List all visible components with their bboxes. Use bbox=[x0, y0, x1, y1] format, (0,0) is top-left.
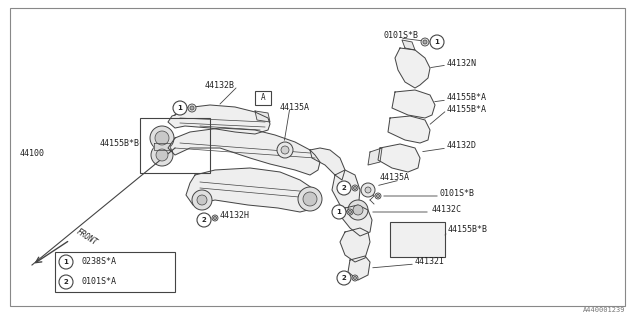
Circle shape bbox=[155, 131, 169, 145]
Text: 44155B*A: 44155B*A bbox=[447, 105, 487, 114]
Polygon shape bbox=[378, 144, 420, 172]
Circle shape bbox=[197, 213, 211, 227]
Text: FRONT: FRONT bbox=[75, 227, 99, 247]
Bar bbox=[55, 252, 175, 292]
Text: 44132N: 44132N bbox=[447, 59, 477, 68]
Circle shape bbox=[421, 38, 429, 46]
Circle shape bbox=[190, 106, 194, 110]
Polygon shape bbox=[340, 228, 370, 262]
Circle shape bbox=[352, 275, 358, 281]
Text: 0101S*B: 0101S*B bbox=[383, 31, 418, 41]
Polygon shape bbox=[332, 170, 360, 215]
Text: 0101S*B: 0101S*B bbox=[440, 189, 475, 198]
Text: 1: 1 bbox=[337, 209, 341, 215]
Circle shape bbox=[337, 271, 351, 285]
Circle shape bbox=[277, 142, 293, 158]
Text: 0101S*A: 0101S*A bbox=[82, 277, 117, 286]
Circle shape bbox=[197, 195, 207, 205]
Circle shape bbox=[352, 185, 358, 191]
Text: 44155B*B: 44155B*B bbox=[100, 139, 140, 148]
Circle shape bbox=[298, 187, 322, 211]
Circle shape bbox=[59, 255, 73, 269]
Bar bbox=[140, 118, 210, 173]
Polygon shape bbox=[368, 148, 382, 165]
Text: 1: 1 bbox=[63, 259, 68, 265]
Circle shape bbox=[376, 195, 380, 197]
Polygon shape bbox=[402, 40, 415, 50]
Circle shape bbox=[365, 187, 371, 193]
Text: 44135A: 44135A bbox=[280, 102, 310, 111]
Polygon shape bbox=[255, 111, 270, 122]
Text: 0238S*A: 0238S*A bbox=[82, 258, 117, 267]
Circle shape bbox=[59, 275, 73, 289]
Circle shape bbox=[423, 40, 427, 44]
Polygon shape bbox=[154, 143, 170, 150]
Text: 44132H: 44132H bbox=[220, 211, 250, 220]
Text: 44100: 44100 bbox=[20, 148, 45, 157]
Polygon shape bbox=[348, 256, 370, 280]
Text: 1: 1 bbox=[435, 39, 440, 45]
Circle shape bbox=[151, 144, 173, 166]
Text: 2: 2 bbox=[342, 275, 346, 281]
Text: 44155B*A: 44155B*A bbox=[447, 93, 487, 102]
Circle shape bbox=[430, 35, 444, 49]
Text: 44132C: 44132C bbox=[432, 205, 462, 214]
Circle shape bbox=[192, 190, 212, 210]
Text: 2: 2 bbox=[63, 279, 68, 285]
Circle shape bbox=[347, 209, 353, 215]
Polygon shape bbox=[395, 48, 430, 88]
Circle shape bbox=[332, 205, 346, 219]
Text: 1: 1 bbox=[177, 105, 182, 111]
Polygon shape bbox=[310, 148, 345, 180]
Circle shape bbox=[361, 183, 375, 197]
Text: 44132B: 44132B bbox=[205, 82, 235, 91]
Circle shape bbox=[214, 217, 216, 220]
Text: 44132I: 44132I bbox=[415, 258, 445, 267]
Circle shape bbox=[303, 192, 317, 206]
Circle shape bbox=[212, 215, 218, 221]
Polygon shape bbox=[392, 90, 435, 118]
Polygon shape bbox=[342, 205, 372, 236]
Text: A: A bbox=[260, 93, 266, 102]
Circle shape bbox=[281, 146, 289, 154]
Circle shape bbox=[348, 200, 368, 220]
Bar bbox=[390, 222, 445, 257]
Bar bbox=[255, 91, 271, 105]
Text: 44132D: 44132D bbox=[447, 141, 477, 150]
Circle shape bbox=[188, 104, 196, 112]
Circle shape bbox=[375, 193, 381, 199]
Circle shape bbox=[353, 187, 356, 189]
Circle shape bbox=[349, 211, 351, 213]
Circle shape bbox=[173, 101, 187, 115]
Polygon shape bbox=[388, 116, 430, 143]
Text: 2: 2 bbox=[342, 185, 346, 191]
Text: 44155B*B: 44155B*B bbox=[448, 226, 488, 235]
Circle shape bbox=[353, 205, 363, 215]
Polygon shape bbox=[168, 128, 320, 175]
Circle shape bbox=[156, 149, 168, 161]
Circle shape bbox=[150, 126, 174, 150]
Text: 2: 2 bbox=[202, 217, 206, 223]
Polygon shape bbox=[168, 105, 270, 134]
Circle shape bbox=[337, 181, 351, 195]
Text: 44135A: 44135A bbox=[380, 173, 410, 182]
Text: A440001239: A440001239 bbox=[582, 307, 625, 313]
Circle shape bbox=[353, 276, 356, 279]
Polygon shape bbox=[186, 168, 318, 212]
